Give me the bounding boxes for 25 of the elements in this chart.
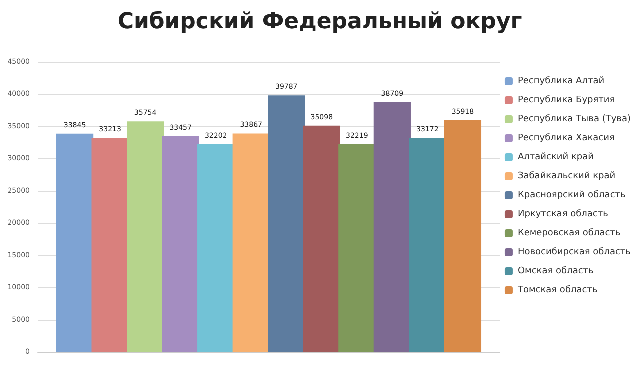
bar (409, 138, 446, 352)
bar (232, 134, 270, 352)
legend-label: Алтайский край (518, 152, 594, 162)
bar (162, 136, 200, 352)
legend-label: Томская область (516, 286, 598, 296)
chart-title: Сибирский Федеральный округ (118, 10, 522, 34)
legend-label: Новосибирская область (518, 248, 631, 258)
legend-label: Забайкальский край (518, 172, 616, 182)
legend-label: Республика Бурятия (518, 96, 616, 106)
bar (444, 120, 482, 352)
bar (198, 144, 235, 352)
legend-label: Иркутская область (518, 210, 608, 220)
bar (127, 122, 164, 352)
bar (268, 96, 306, 352)
bar (374, 102, 411, 352)
bar (338, 144, 376, 352)
legend-label: Красноярский область (518, 190, 626, 200)
legend-label: Республика Тыва (Тува) (518, 114, 632, 124)
bar (56, 134, 94, 352)
bar (92, 138, 129, 352)
legend-label: Омская область (518, 266, 594, 276)
legend-label: Республика Хакасия (518, 134, 615, 144)
legend-label: Республика Алтай (518, 76, 605, 86)
legend-label: Кемеровская область (518, 228, 621, 238)
bar (303, 126, 340, 352)
